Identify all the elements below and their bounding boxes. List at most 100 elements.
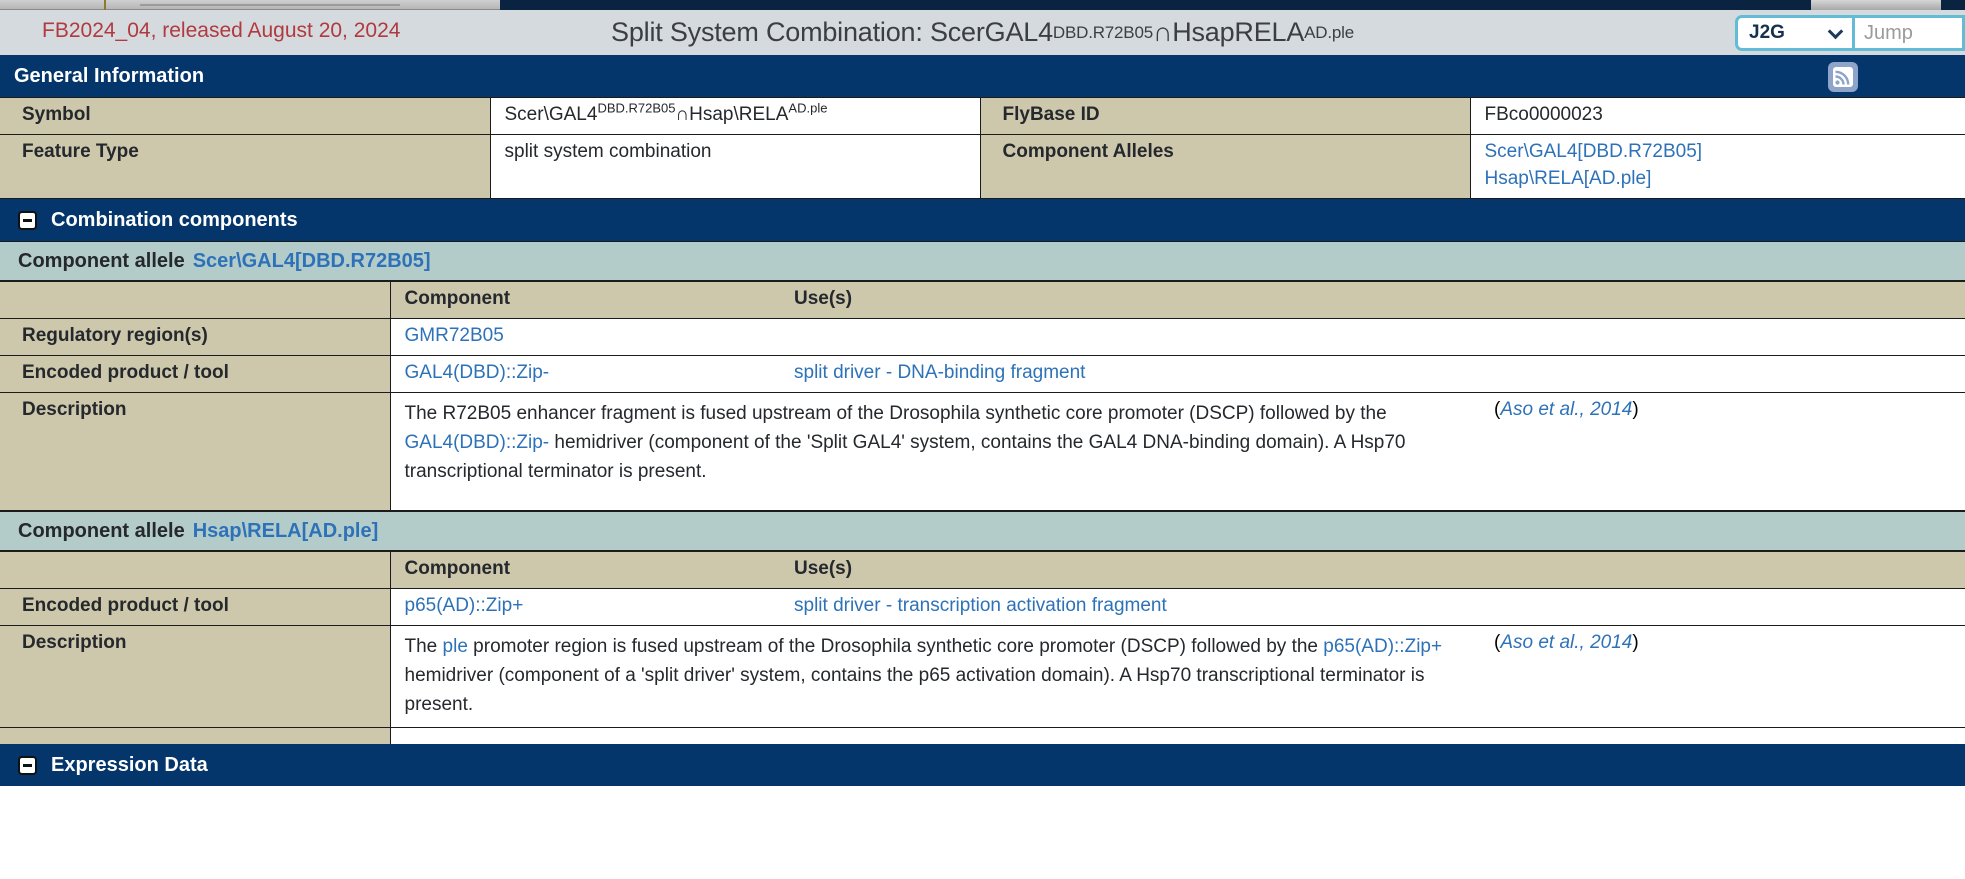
jump-mode-value: J2G: [1749, 22, 1785, 43]
reference-link-2[interactable]: Aso et al., 2014: [1500, 632, 1633, 653]
table-header-row: Component Use(s): [0, 551, 1965, 589]
general-information-table: Symbol Scer\GAL4DBD.R72B05∩Hsap\RELAAD.p…: [0, 97, 1965, 199]
col-header-uses-2: Use(s): [780, 551, 1480, 589]
component-allele-prefix-2: Component allele: [18, 519, 185, 542]
row-label-regulatory-regions: Regulatory region(s): [0, 318, 390, 356]
description-part2-2: hemidriver (component of a 'split driver…: [404, 665, 1425, 715]
row-uses-encoded-product-2: split driver - transcription activation …: [780, 588, 1480, 626]
encoded-product-link-2[interactable]: p65(AD)::Zip+: [404, 595, 524, 616]
section-title-general-information: General Information: [14, 64, 205, 87]
row-label-encoded-product-1: Encoded product / tool: [0, 355, 390, 393]
reference-link-1[interactable]: Aso et al., 2014: [1500, 399, 1633, 420]
component-allele-table-1: Component Use(s) Regulatory region(s) GM…: [0, 281, 1965, 511]
symbol-intersect: ∩: [675, 104, 690, 125]
jump-mode-select[interactable]: J2G: [1735, 15, 1855, 51]
component-allele-bar-2: Component allele Hsap\RELA[AD.ple]: [0, 511, 1965, 551]
section-title-expression-data: Expression Data: [51, 753, 208, 776]
chevron-down-icon: [1827, 23, 1844, 40]
ref-open-paren-1: (: [1494, 399, 1501, 420]
regulatory-region-link[interactable]: GMR72B05: [404, 325, 504, 346]
browser-tab-divider: [104, 0, 106, 10]
row-reference-description-2: (Aso et al., 2014): [1480, 625, 1965, 728]
ref-close-paren-2: ): [1632, 632, 1639, 653]
section-header-expression-data[interactable]: Expression Data: [0, 744, 1965, 786]
section-header-combination-components[interactable]: Combination components: [0, 199, 1965, 241]
row-label-feature-type: Feature Type: [0, 134, 490, 199]
section-header-general-information[interactable]: General Information: [0, 55, 1965, 97]
description-part1-2: promoter region is fused upstream of the…: [467, 636, 1324, 657]
filler-left: [0, 728, 390, 744]
browser-chrome-strip: [0, 0, 1965, 10]
component-allele-prefix-1: Component allele: [18, 249, 185, 272]
table-row: Regulatory region(s) GMR72B05: [0, 318, 1965, 356]
row-value-component-alleles: Scer\GAL4[DBD.R72B05] Hsap\RELA[AD.ple]: [1469, 134, 1965, 199]
page-header: FB2024_04, released August 20, 2024 Spli…: [0, 10, 1965, 55]
browser-tab-title-placeholder: [140, 4, 400, 6]
table-row: Symbol Scer\GAL4DBD.R72B05∩Hsap\RELAAD.p…: [0, 97, 1965, 135]
row-reference-regulatory-regions: [1480, 318, 1965, 356]
encoded-product-link-1[interactable]: GAL4(DBD)::Zip-: [404, 362, 550, 383]
row-label-encoded-product-2: Encoded product / tool: [0, 588, 390, 626]
use-link-2[interactable]: split driver - transcription activation …: [794, 595, 1167, 616]
row-label-symbol: Symbol: [0, 97, 490, 135]
component-allele-name-link-1[interactable]: Scer\GAL4[DBD.R72B05]: [192, 249, 431, 272]
component-allele-link-1[interactable]: Scer\GAL4[DBD.R72B05]: [1484, 141, 1703, 162]
row-uses-regulatory-regions: [780, 318, 1480, 356]
component-allele-link-2[interactable]: Hsap\RELA[AD.ple]: [1484, 168, 1652, 189]
col-header-reference-2: [1480, 551, 1965, 589]
row-label-description-2: Description: [0, 625, 390, 728]
table-row: Feature Type split system combination Co…: [0, 134, 1965, 199]
window-controls[interactable]: [1811, 0, 1941, 10]
collapse-minus-icon[interactable]: [18, 755, 37, 775]
row-value-feature-type: split system combination: [489, 134, 980, 199]
row-value-encoded-product-1: GAL4(DBD)::Zip-: [389, 355, 780, 393]
description-inline-link-2[interactable]: p65(AD)::Zip+: [1323, 636, 1443, 657]
description-pre-2: The: [404, 636, 443, 657]
ref-close-paren-1: ): [1632, 399, 1639, 420]
table-row: [0, 728, 1965, 744]
table-row: Encoded product / tool GAL4(DBD)::Zip- s…: [0, 355, 1965, 393]
table-row: Description The R72B05 enhancer fragment…: [0, 392, 1965, 511]
jump-search-input[interactable]: Jump: [1855, 15, 1965, 51]
component-allele-table-2: Component Use(s) Encoded product / tool …: [0, 551, 1965, 728]
row-value-regulatory-regions: GMR72B05: [389, 318, 780, 356]
col-header-component-1: Component: [389, 281, 780, 319]
symbol-superscript-2: AD.ple: [788, 100, 828, 116]
release-label: FB2024_04, released August 20, 2024: [42, 19, 401, 42]
col-header-blank-2: [0, 551, 390, 589]
symbol-superscript-1: DBD.R72B05: [597, 100, 676, 116]
row-reference-description-1: (Aso et al., 2014): [1480, 392, 1965, 511]
page-title-prefix: Split System Combination: ScerGAL4: [611, 17, 1053, 47]
description-gene-link-2[interactable]: ple: [442, 636, 468, 657]
section-title-combination-components: Combination components: [51, 208, 298, 231]
page-title-mid: HsapRELA: [1172, 17, 1305, 47]
row-reference-encoded-product-1: [1480, 355, 1965, 393]
jump-search-placeholder: Jump: [1864, 21, 1913, 44]
row-label-flybase-id: FlyBase ID: [979, 97, 1470, 135]
col-header-blank-1: [0, 281, 390, 319]
browser-tab-strip[interactable]: [0, 0, 500, 10]
collapse-minus-icon[interactable]: [18, 210, 37, 230]
description-inline-link-1[interactable]: GAL4(DBD)::Zip-: [404, 432, 550, 453]
row-value-description-1: The R72B05 enhancer fragment is fused up…: [389, 392, 1480, 511]
page-title-intersect: ∩: [1152, 17, 1173, 47]
row-value-symbol: Scer\GAL4DBD.R72B05∩Hsap\RELAAD.ple: [489, 97, 980, 135]
symbol-mid: Hsap\RELA: [689, 104, 789, 125]
row-label-component-alleles: Component Alleles: [979, 134, 1470, 199]
component-allele-bar-1: Component allele Scer\GAL4[DBD.R72B05]: [0, 241, 1965, 281]
component-allele-name-link-2[interactable]: Hsap\RELA[AD.ple]: [192, 519, 379, 542]
symbol-prefix: Scer\GAL4: [504, 104, 598, 125]
row-label-description-1: Description: [0, 392, 390, 511]
row-value-description-2: The ple promoter region is fused upstrea…: [389, 625, 1480, 728]
row-value-flybase-id: FBco0000023: [1469, 97, 1965, 135]
description-part1-1: The R72B05 enhancer fragment is fused up…: [404, 403, 1387, 424]
rss-feed-icon[interactable]: [1828, 62, 1858, 92]
description-part2-1: hemidriver (component of the 'Split GAL4…: [404, 432, 1406, 482]
table-filler-strip: [0, 728, 1965, 744]
use-link-1[interactable]: split driver - DNA-binding fragment: [794, 362, 1086, 383]
table-header-row: Component Use(s): [0, 281, 1965, 319]
row-uses-encoded-product-1: split driver - DNA-binding fragment: [780, 355, 1480, 393]
jump-to-gene-widget[interactable]: J2G Jump: [1735, 15, 1965, 51]
ref-open-paren-2: (: [1494, 632, 1501, 653]
col-header-reference-1: [1480, 281, 1965, 319]
